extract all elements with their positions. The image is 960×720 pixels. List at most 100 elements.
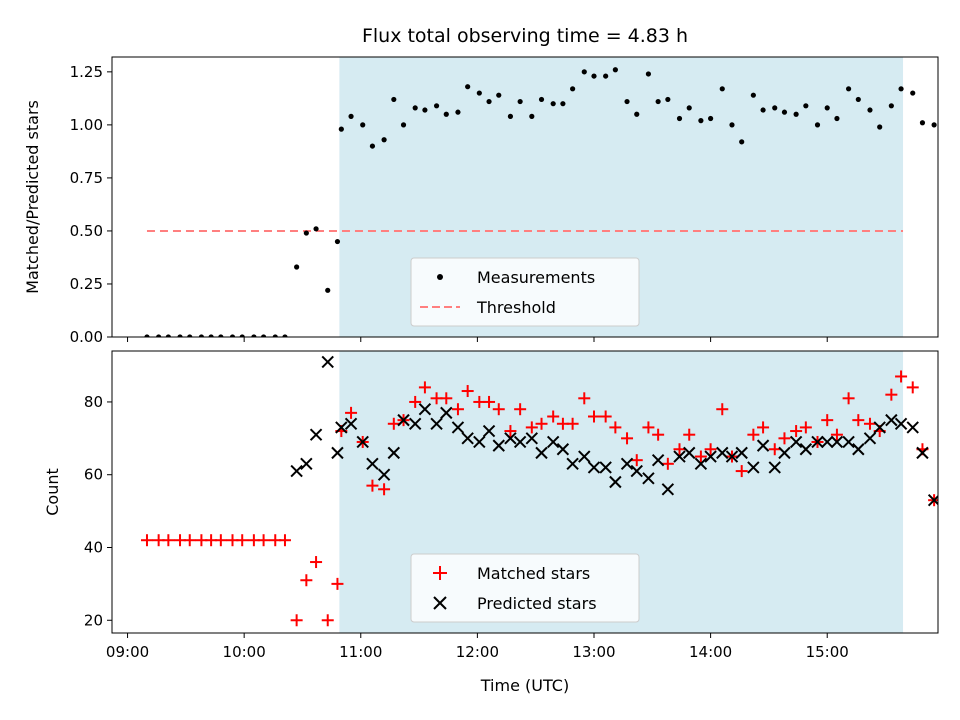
measurement-point: [251, 334, 257, 337]
measurement-point: [612, 67, 618, 73]
predicted-star-point: [309, 428, 323, 441]
measurement-point: [570, 86, 576, 92]
measurement-point: [496, 92, 502, 98]
x-tick-label: 09:00: [106, 643, 149, 661]
legend-label-predicted: Predicted stars: [477, 594, 597, 613]
measurement-point: [729, 122, 735, 128]
bottom-legend-box: [410, 553, 640, 623]
measurement-point: [655, 98, 661, 105]
measurement-point: [793, 111, 799, 117]
matched-stars-points: [140, 370, 938, 627]
bottom-y-tick-label: 20: [84, 611, 103, 629]
bottom-axes-frame: [111, 350, 939, 634]
predicted-star-point: [778, 446, 791, 460]
measurement-point: [208, 334, 214, 337]
measurement-point: [824, 105, 830, 111]
predicted-star-point: [863, 432, 877, 445]
measurement-point: [294, 264, 300, 270]
top-y-tick-label: 1.25: [70, 63, 103, 81]
measurement-point: [156, 334, 162, 337]
measurement-point: [855, 96, 861, 103]
matched-star-point: [885, 388, 898, 401]
predicted-star-point: [356, 435, 369, 449]
matched-star-point: [525, 421, 538, 434]
measurement-point: [325, 287, 331, 293]
top-x-ticks: [127, 337, 828, 342]
predicted-star-point: [331, 446, 344, 460]
measurement-point: [750, 92, 756, 98]
matched-star-point: [652, 428, 665, 441]
predicted-star-point: [587, 461, 601, 474]
matched-star-point: [790, 425, 803, 438]
matched-star-point: [630, 454, 643, 467]
predicted-star-point: [885, 413, 898, 427]
top-axes-frame: [111, 56, 939, 338]
predicted-star-point: [609, 475, 622, 489]
measurement-point: [581, 69, 587, 75]
matched-star-point: [661, 457, 674, 470]
predicted-star-point: [642, 472, 655, 485]
measurement-point: [760, 107, 766, 113]
matched-star-point: [747, 428, 760, 441]
matched-star-point: [140, 534, 153, 547]
matched-star-point: [673, 443, 686, 456]
matched-star-point: [609, 421, 622, 434]
matched-star-point: [694, 450, 707, 463]
predicted-star-point: [535, 446, 548, 460]
predicted-star-point: [694, 457, 708, 471]
matched-star-point: [535, 417, 548, 430]
matched-star-point: [321, 614, 334, 627]
measurement-point: [303, 230, 309, 236]
predicted-star-point: [546, 435, 560, 449]
predicted-star-point: [852, 443, 865, 456]
predicted-star-point: [461, 432, 474, 445]
top-y-tick-label: 0.25: [70, 275, 103, 293]
legend-label-matched: Matched stars: [477, 564, 590, 583]
matched-star-point: [895, 370, 908, 383]
measurement-point: [334, 238, 341, 245]
matched-star-point: [799, 421, 812, 434]
measurement-point: [931, 122, 937, 128]
top-y-ticks: 0.00 0.25 0.50 0.75 1.00 1.25: [70, 63, 112, 346]
predicted-star-point: [735, 446, 748, 460]
measurement-point: [338, 126, 344, 132]
predicted-star-point: [418, 403, 432, 416]
matched-star-point: [842, 392, 855, 405]
predicted-star-point: [599, 461, 612, 474]
predicted-star-point: [673, 450, 686, 463]
matched-star-point: [183, 534, 196, 547]
x-axis-label: Time (UTC): [480, 676, 569, 695]
matched-star-point: [331, 577, 344, 590]
measurement-point: [272, 334, 278, 337]
matched-star-point: [547, 410, 560, 423]
x-tick-label: 15:00: [806, 643, 849, 661]
bottom-y-tick-label: 60: [84, 466, 103, 484]
matched-star-point: [683, 428, 696, 441]
measurement-point: [898, 86, 904, 92]
measurement-point: [218, 334, 224, 337]
bottom-panel: 20 40 60 80 09:00 10:00 11:00 12:00 13:00 14:00 1…: [43, 350, 939, 695]
matched-star-point: [621, 432, 634, 445]
predicted-star-point: [916, 446, 929, 460]
matched-star-point: [300, 574, 313, 587]
matched-star-point: [821, 414, 834, 427]
measurement-point: [443, 111, 449, 117]
matched-star-point: [409, 395, 422, 408]
measurement-point: [239, 334, 245, 337]
matched-star-point: [366, 479, 379, 492]
top-panel: 0.00 0.25 0.50 0.75 1.00 1.25 Matched/Predict…: [23, 56, 939, 346]
measurement-point: [888, 103, 894, 109]
chart-title: Flux total observing time = 4.83 h: [362, 25, 688, 47]
predicted-star-point: [566, 457, 579, 471]
measurement-point: [517, 98, 523, 105]
predicted-stars-points: [290, 355, 938, 531]
predicted-star-point: [377, 468, 391, 481]
measurement-point: [624, 98, 630, 105]
measurement-point: [177, 334, 183, 337]
predicted-star-point: [830, 435, 844, 449]
bottom-x-ticks: 09:00 10:00 11:00 12:00 13:00 14:00 15:00: [106, 633, 849, 661]
measurement-point: [686, 105, 692, 111]
measurement-point: [645, 71, 652, 77]
predicted-star-point: [821, 435, 834, 449]
measurement-point: [282, 334, 288, 337]
